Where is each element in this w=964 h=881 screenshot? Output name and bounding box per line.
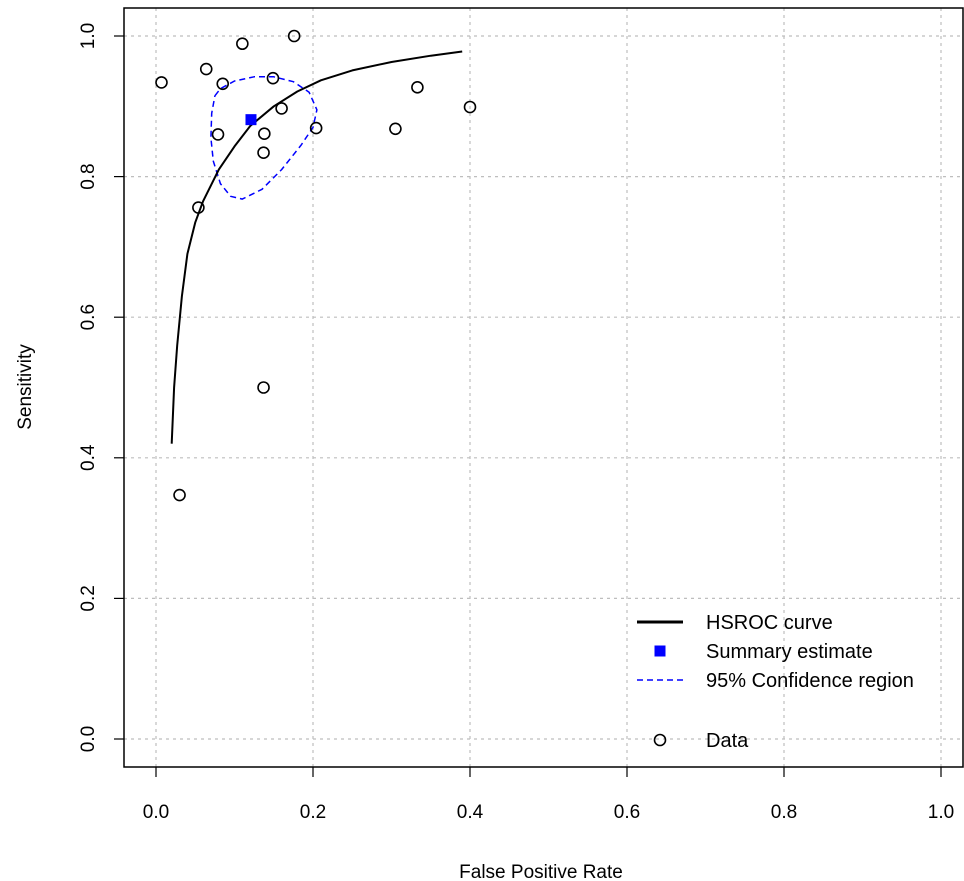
x-tick-label: 0.2 xyxy=(300,802,326,823)
data-point xyxy=(155,76,168,89)
summary-estimate xyxy=(245,114,257,126)
plot-frame xyxy=(123,7,964,768)
y-tick-label: 0.2 xyxy=(78,585,99,611)
data-point xyxy=(287,29,301,43)
y-tick-label: 0.8 xyxy=(78,163,99,189)
data-point xyxy=(216,77,230,91)
x-tick-label: 0.0 xyxy=(143,802,169,823)
x-tick-label: 0.4 xyxy=(457,802,484,823)
data-point xyxy=(192,201,205,214)
confidence-region xyxy=(210,76,318,200)
legend-label: HSROC curve xyxy=(706,612,833,634)
legend-label: 95% Confidence region xyxy=(706,670,914,692)
y-tick-label: 0.0 xyxy=(78,726,99,752)
y-tick-label: 1.0 xyxy=(78,23,99,49)
data-point xyxy=(211,128,225,141)
data-point xyxy=(258,127,271,141)
hsroc-curve xyxy=(170,50,463,444)
data-point xyxy=(199,62,213,76)
legend-summary-square xyxy=(654,645,666,657)
data-point xyxy=(463,100,477,114)
x-tick-label: 1.0 xyxy=(928,802,954,823)
data-point xyxy=(411,81,424,94)
legend-label: Summary estimate xyxy=(706,641,873,663)
data-point xyxy=(389,122,402,136)
legend: HSROC curve Summary estimate 95% Confidenc… xyxy=(637,612,914,752)
data-point xyxy=(173,488,186,502)
y-tick-label: 0.6 xyxy=(78,304,99,330)
data-point xyxy=(257,381,270,394)
plot-series xyxy=(155,29,477,502)
y-axis-label: Sensitivity xyxy=(15,344,36,430)
data-point xyxy=(236,37,249,51)
legend-data-circle xyxy=(653,733,667,747)
data-point xyxy=(309,121,323,135)
x-axis-label: False Positive Rate xyxy=(459,862,623,881)
legend-label: Data xyxy=(706,730,749,752)
x-tick-label: 0.8 xyxy=(771,802,797,823)
data-point xyxy=(257,146,270,159)
grid-lines xyxy=(124,8,964,767)
data-point xyxy=(266,71,280,85)
x-tick-label: 0.6 xyxy=(614,802,640,823)
y-tick-label: 0.4 xyxy=(78,444,99,471)
data-point xyxy=(275,102,288,115)
axis-ticks: 0.0 0.2 0.4 0.6 0.8 1.0 0.0 0.2 0.4 0.6 0.8 1.0 xyxy=(78,23,954,823)
